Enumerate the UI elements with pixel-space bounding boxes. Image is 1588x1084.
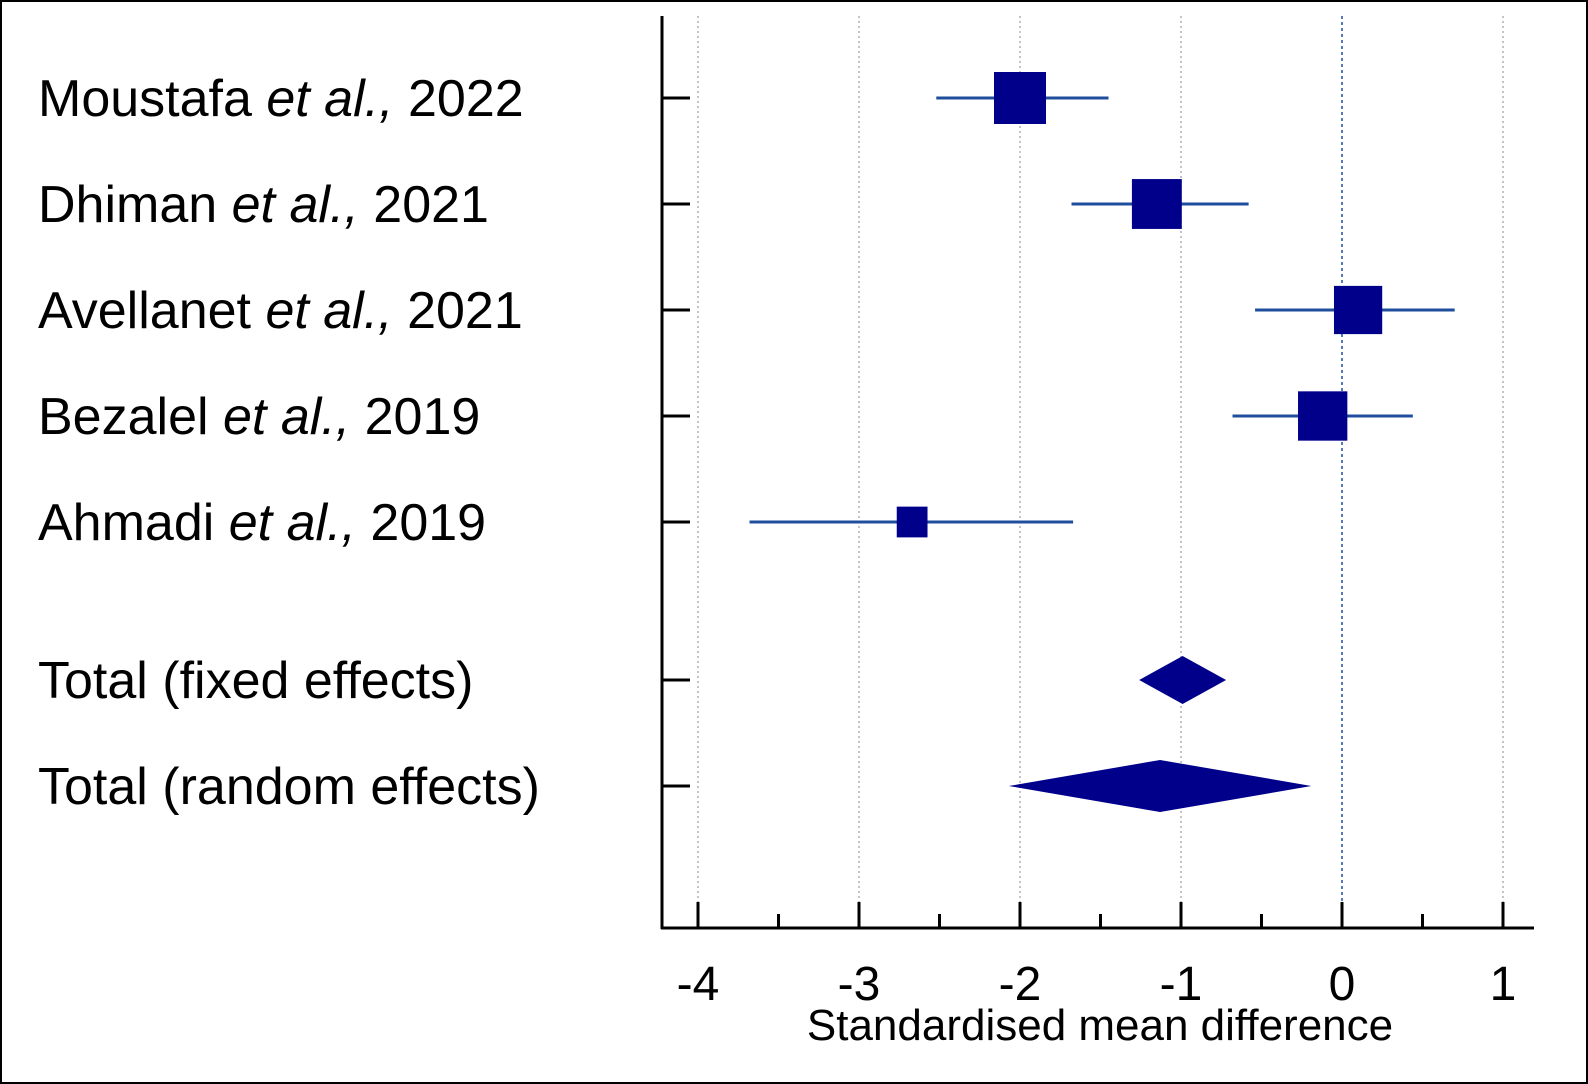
x-tick-label: -2 <box>999 958 1042 1011</box>
total-label: Total (fixed effects) <box>38 652 473 710</box>
x-axis-label: Standardised mean difference <box>807 1001 1393 1050</box>
study-author: Avellanet <box>38 282 265 340</box>
study-etal: et al., <box>266 70 408 128</box>
pooled-effect-diamond <box>1008 760 1312 812</box>
x-tick-label: -3 <box>838 958 881 1011</box>
study-year: 2022 <box>408 70 524 128</box>
study-year: 2021 <box>407 282 523 340</box>
study-label: Bezalel et al., 2019 <box>38 388 480 446</box>
study-labels: Moustafa et al., 2022 Dhiman et al., 2021… <box>38 70 540 816</box>
effect-square <box>1333 285 1383 335</box>
study-etal: et al., <box>223 388 365 446</box>
study-etal: et al., <box>232 176 374 234</box>
study-label: Avellanet et al., 2021 <box>38 282 523 340</box>
effect-square <box>896 506 928 538</box>
axes <box>660 16 1534 930</box>
study-author: Bezalel <box>38 388 223 446</box>
study-author: Ahmadi <box>38 494 229 552</box>
study-etal: et al., <box>229 494 371 552</box>
study-label: Dhiman et al., 2021 <box>38 176 489 234</box>
x-tick-label: -4 <box>677 958 720 1011</box>
study-author: Moustafa <box>38 70 266 128</box>
effect-square <box>1298 391 1348 441</box>
x-tick-label: -1 <box>1160 958 1203 1011</box>
study-label: Ahmadi et al., 2019 <box>38 494 486 552</box>
effect-square <box>1131 179 1182 229</box>
study-year: 2019 <box>365 388 481 446</box>
x-tick-labels: -4 -3 -2 -1 0 1 <box>677 958 1517 1011</box>
study-label: Moustafa et al., 2022 <box>38 70 524 128</box>
study-year: 2019 <box>370 494 486 552</box>
study-author: Dhiman <box>38 176 232 234</box>
x-tick-label: 0 <box>1329 958 1356 1011</box>
study-etal: et al., <box>265 282 407 340</box>
total-label: Total (random effects) <box>38 758 540 816</box>
study-markers <box>749 72 1455 812</box>
study-year: 2021 <box>373 176 489 234</box>
effect-square <box>994 72 1046 124</box>
pooled-effect-diamond <box>1139 656 1227 704</box>
x-tick-label: 1 <box>1490 958 1517 1011</box>
